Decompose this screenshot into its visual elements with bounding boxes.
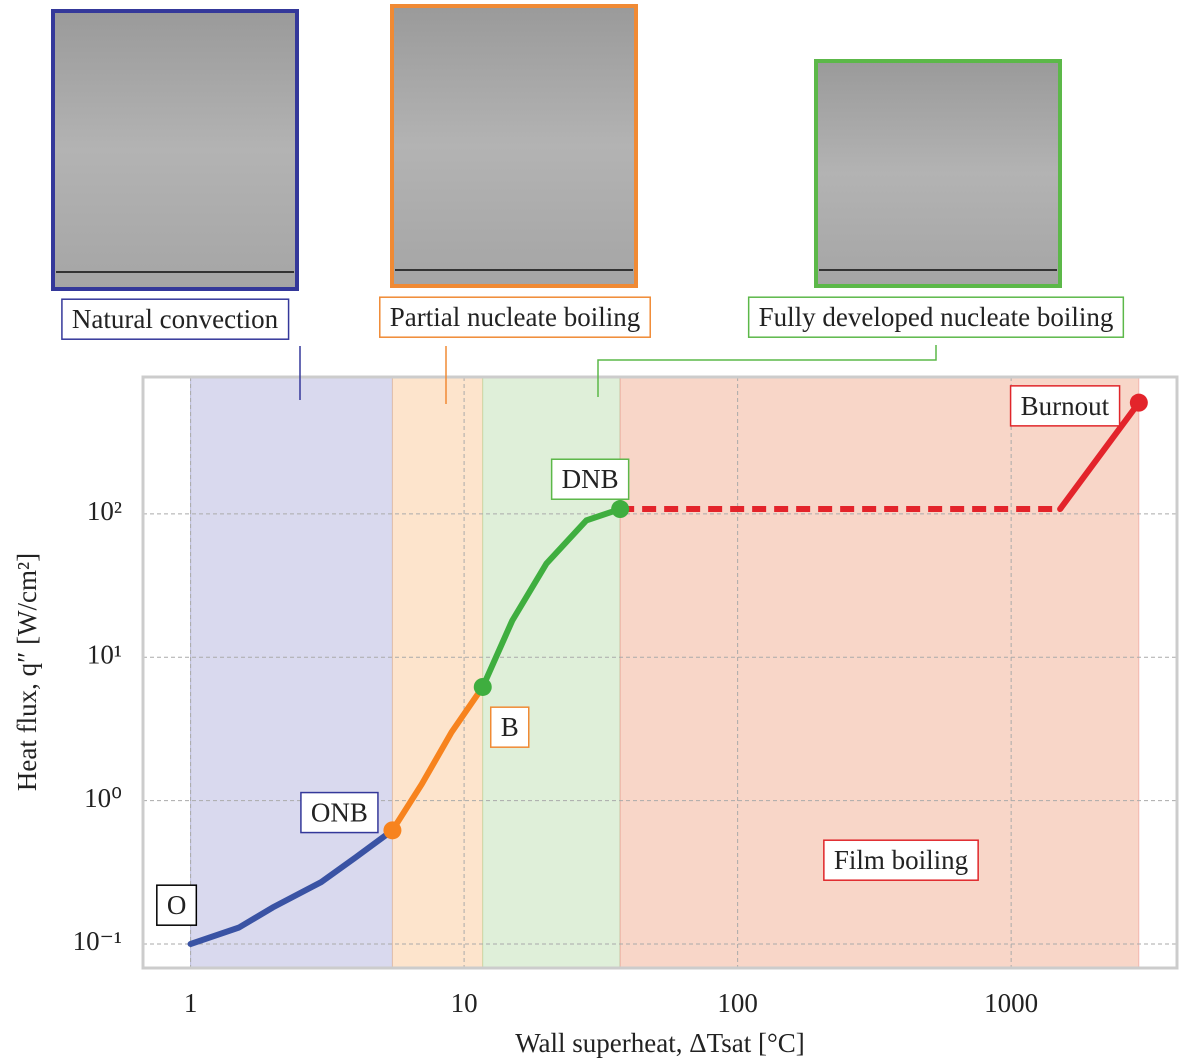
point-label: DNB <box>562 464 619 494</box>
region-label: Natural convection <box>72 304 279 334</box>
region <box>191 377 393 968</box>
x-tick-label: 1 <box>184 988 198 1018</box>
x-axis-label: Wall superheat, ΔTsat [°C] <box>515 1028 805 1058</box>
point-label: O <box>167 890 187 920</box>
x-tick-label: 1000 <box>984 988 1038 1018</box>
y-tick-label: 10⁰ <box>84 783 122 813</box>
plot: 1 10 100 1000 10⁻¹ 10⁰ 10¹ 10² Wall superheat, Δ… <box>12 297 1177 1058</box>
region <box>392 377 482 968</box>
figure: 1 10 100 1000 10⁻¹ 10⁰ 10¹ 10² Wall superheat, Δ… <box>0 0 1183 1064</box>
y-tick-label: 10⁻¹ <box>73 926 122 956</box>
region-label: Fully developed nucleate boiling <box>759 302 1114 332</box>
point <box>383 821 401 839</box>
y-tick-label: 10¹ <box>87 639 122 669</box>
x-tick-label: 10 <box>451 988 478 1018</box>
photos <box>53 6 1060 289</box>
point-label: Burnout <box>1021 391 1110 421</box>
x-tick-label: 100 <box>717 988 758 1018</box>
point <box>611 500 629 518</box>
y-tick-label: 10² <box>87 496 122 526</box>
point-label: B <box>501 712 519 742</box>
point <box>1130 394 1148 412</box>
photo <box>53 11 297 289</box>
point-label: ONB <box>311 798 368 828</box>
point <box>474 678 492 696</box>
photo <box>816 61 1060 286</box>
y-axis-label: Heat flux, q″ [W/cm²] <box>12 553 42 791</box>
photo <box>392 6 636 286</box>
region-label: Partial nucleate boiling <box>390 302 640 332</box>
region-label: Film boiling <box>834 845 968 875</box>
